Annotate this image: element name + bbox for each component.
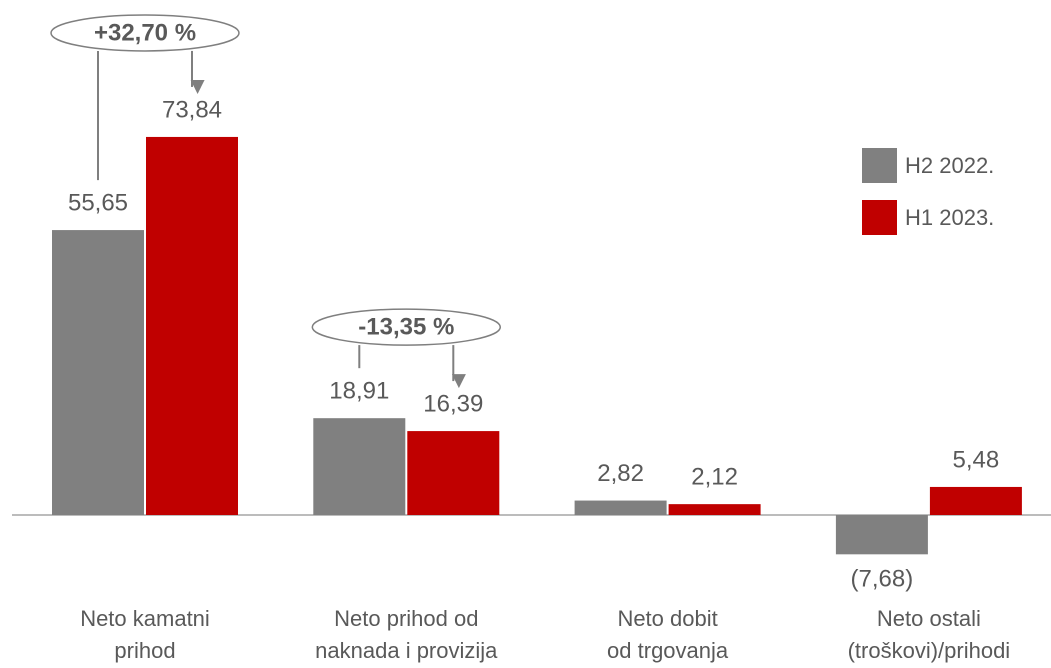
x-tick-label: Neto dobit od trgovanja: [607, 606, 729, 663]
bar: [313, 418, 406, 515]
value-label: 2,12: [691, 463, 738, 490]
bar: [835, 515, 928, 555]
annotation-bubble: [50, 14, 240, 52]
legend-swatch: [862, 148, 897, 183]
annotation-label: +32,70 %: [94, 19, 196, 46]
value-label: 2,82: [597, 460, 644, 487]
value-label: 73,84: [162, 96, 222, 123]
value-label: 55,65: [68, 189, 128, 216]
x-tick-label: Neto kamatni prihod: [80, 606, 210, 663]
legend-swatch: [862, 200, 897, 235]
x-tick-label: Neto ostali (troškovi)/prihodi: [848, 606, 1011, 663]
annotation-bubble: [311, 308, 502, 346]
bar: [929, 486, 1022, 515]
value-label: (7,68): [851, 566, 914, 593]
value-label: 18,91: [329, 378, 389, 405]
annotation-label: -13,35 %: [358, 313, 454, 340]
bar: [668, 504, 761, 515]
value-label: 16,39: [423, 390, 483, 417]
bar: [52, 230, 144, 515]
value-label: 5,48: [953, 446, 1000, 473]
x-tick-label: Neto prihod od naknada i provizija: [315, 606, 498, 663]
bar: [574, 500, 667, 515]
bar: [407, 431, 500, 515]
bar: [146, 136, 238, 515]
legend-label: H2 2022.: [905, 153, 994, 178]
legend-label: H1 2023.: [905, 205, 994, 230]
